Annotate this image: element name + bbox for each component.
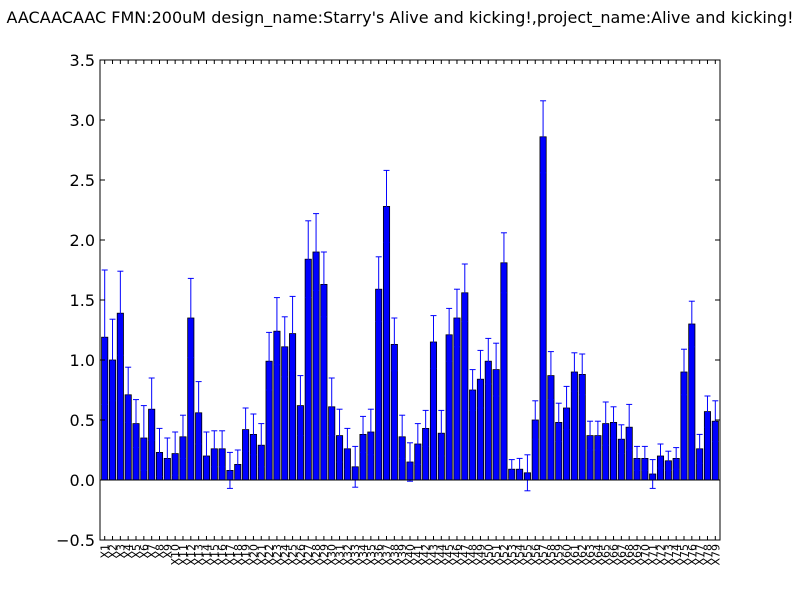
x-tick-label-X62: X62 <box>576 544 589 566</box>
x-tick-label-X6: X6 <box>138 544 151 559</box>
x-tick-label-X24: X24 <box>279 544 292 566</box>
x-tick-label-X57: X57 <box>537 544 550 566</box>
x-tick-label-X20: X20 <box>247 544 260 566</box>
x-tick-label-X16: X16 <box>216 544 229 566</box>
x-tick-label-X13: X13 <box>193 544 206 566</box>
x-tick-label-X77: X77 <box>694 544 707 566</box>
x-tick-label-X48: X48 <box>467 544 480 566</box>
x-tick-label-X52: X52 <box>498 544 511 566</box>
x-tick-label-X46: X46 <box>451 544 464 566</box>
x-tick-label-X4: X4 <box>122 544 135 559</box>
x-tick-label-X65: X65 <box>600 544 613 566</box>
y-tick-label: −0.5 <box>56 531 95 550</box>
x-tick-label-X33: X33 <box>349 544 362 566</box>
x-tick-label-X68: X68 <box>623 544 636 566</box>
x-tick-label-X72: X72 <box>655 544 668 566</box>
x-tick-label-X26: X26 <box>294 544 307 566</box>
x-tick-label-X61: X61 <box>568 544 581 566</box>
x-tick-label-X27: X27 <box>302 544 315 566</box>
x-tick-label-X18: X18 <box>232 544 245 566</box>
y-tick-label: 0.0 <box>70 471 95 490</box>
x-tick-label-X58: X58 <box>545 544 558 566</box>
x-tick-label-X47: X47 <box>459 544 472 566</box>
x-tick-label-X60: X60 <box>561 544 574 566</box>
y-tick-label: 3.5 <box>70 51 95 70</box>
x-tick-label-X53: X53 <box>506 544 519 566</box>
x-tick-label-X41: X41 <box>412 544 425 566</box>
y-axis: −0.5 0.0 0.5 1.0 1.5 2.0 2.5 3.0 3.5 <box>56 51 720 550</box>
x-tick-label-X39: X39 <box>396 544 409 566</box>
x-tick-label-X79: X79 <box>709 544 722 566</box>
x-tick-label-X11: X11 <box>177 544 190 566</box>
x-tick-label-X9: X9 <box>161 544 174 559</box>
y-tick-label: 2.5 <box>70 171 95 190</box>
bar-X57 <box>539 136 547 481</box>
x-axis: X1X2X3X4X5X6X7X8X9X10X11X12X13X14X15X16X… <box>99 60 722 566</box>
x-tick-label-X17: X17 <box>224 544 237 566</box>
x-tick-label-X56: X56 <box>529 544 542 566</box>
x-tick-label-X8: X8 <box>153 544 166 559</box>
x-tick-label-X2: X2 <box>107 544 120 559</box>
x-tick-label-X35: X35 <box>365 544 378 566</box>
x-tick-label-X30: X30 <box>326 544 339 566</box>
x-tick-label-X7: X7 <box>146 544 159 559</box>
x-tick-label-X38: X38 <box>388 544 401 566</box>
x-tick-label-X50: X50 <box>482 544 495 566</box>
x-tick-label-X40: X40 <box>404 544 417 566</box>
x-tick-label-X43: X43 <box>427 544 440 566</box>
x-tick-label-X1: X1 <box>99 544 112 559</box>
x-tick-label-X54: X54 <box>514 544 527 566</box>
x-tick-label-X36: X36 <box>373 544 386 566</box>
x-tick-label-X55: X55 <box>521 544 534 566</box>
x-tick-label-X73: X73 <box>662 544 675 566</box>
x-tick-label-X37: X37 <box>381 544 394 566</box>
x-tick-label-X64: X64 <box>592 544 605 566</box>
x-tick-label-X28: X28 <box>310 544 323 566</box>
plot-frame <box>99 59 721 541</box>
x-tick-label-X49: X49 <box>474 544 487 566</box>
x-tick-label-X31: X31 <box>334 544 347 566</box>
x-tick-label-X21: X21 <box>255 544 268 566</box>
x-tick-label-X45: X45 <box>443 544 456 566</box>
x-tick-label-X63: X63 <box>584 544 597 566</box>
x-tick-label-X14: X14 <box>200 544 213 566</box>
x-tick-label-X32: X32 <box>341 544 354 566</box>
bar-X76 <box>688 323 696 481</box>
x-tick-label-X70: X70 <box>639 544 652 566</box>
bar-X52 <box>500 262 508 481</box>
x-tick-label-X22: X22 <box>263 544 276 566</box>
x-tick-label-X3: X3 <box>114 544 127 559</box>
y-tick-label: 0.5 <box>70 411 95 430</box>
x-tick-label-X34: X34 <box>357 544 370 566</box>
x-tick-label-X51: X51 <box>490 544 503 566</box>
y-tick-label: 1.0 <box>70 351 95 370</box>
x-tick-label-X74: X74 <box>670 544 683 566</box>
x-tick-label-X29: X29 <box>318 544 331 566</box>
x-tick-label-X10: X10 <box>169 544 182 566</box>
x-tick-label-X69: X69 <box>631 544 644 566</box>
error-bars-group <box>101 100 719 492</box>
x-tick-label-X12: X12 <box>185 544 198 566</box>
x-tick-label-X78: X78 <box>701 544 714 566</box>
y-tick-label: 3.0 <box>70 111 95 130</box>
x-tick-label-X15: X15 <box>208 544 221 566</box>
x-tick-label-X75: X75 <box>678 544 691 566</box>
x-tick-label-X5: X5 <box>130 544 143 559</box>
x-tick-label-X42: X42 <box>420 544 433 566</box>
x-tick-label-X66: X66 <box>608 544 621 566</box>
x-tick-label-X71: X71 <box>647 544 660 566</box>
chart-title: AACAACAAC FMN:200uM design_name:Starry's… <box>6 8 793 28</box>
x-tick-label-X44: X44 <box>435 544 448 566</box>
x-tick-label-X19: X19 <box>240 544 253 566</box>
y-tick-label: 1.5 <box>70 291 95 310</box>
bar-X37 <box>382 205 391 481</box>
y-tick-label: 2.0 <box>70 231 95 250</box>
x-tick-label-X25: X25 <box>287 544 300 566</box>
x-tick-label-X67: X67 <box>615 544 628 566</box>
x-tick-label-X59: X59 <box>553 544 566 566</box>
x-tick-label-X23: X23 <box>271 544 284 566</box>
x-tick-label-X76: X76 <box>686 544 699 566</box>
